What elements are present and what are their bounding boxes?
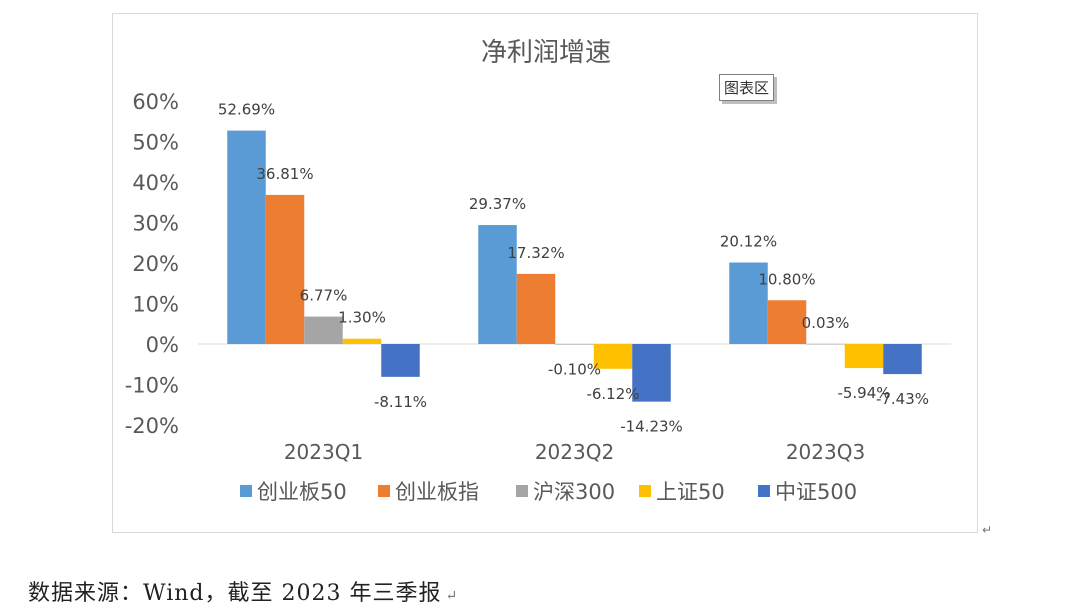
data-label: 17.32% bbox=[507, 244, 564, 262]
legend-label: 沪深300 bbox=[533, 480, 615, 504]
legend-swatch bbox=[378, 485, 390, 497]
chart-canvas: 净利润增速 60% 50% 40% 30% 20% 10% 0% -10% -20% 52.69… bbox=[125, 38, 951, 504]
data-label: -0.10% bbox=[548, 360, 601, 378]
legend-swatch bbox=[639, 485, 651, 497]
legend: 创业板50 创业板指 沪深300 上证50 中证500 bbox=[240, 480, 857, 504]
bar-series bbox=[227, 130, 922, 402]
data-label: 0.03% bbox=[802, 314, 850, 332]
bar bbox=[883, 344, 922, 375]
y-tick-label: -10% bbox=[125, 374, 179, 398]
legend-swatch bbox=[516, 485, 528, 497]
chart-title: 净利润增速 bbox=[481, 38, 611, 68]
x-axis: 2023Q1 2023Q2 2023Q3 bbox=[284, 440, 865, 464]
paragraph-mark-icon: ↵ bbox=[982, 523, 993, 537]
bar bbox=[555, 344, 594, 345]
data-label: 36.81% bbox=[256, 165, 313, 183]
y-tick-label: 20% bbox=[132, 252, 179, 276]
data-label: 20.12% bbox=[720, 233, 777, 251]
data-label: 1.30% bbox=[338, 309, 386, 327]
bar bbox=[844, 344, 884, 369]
source-caption: 数据来源：Wind，截至 2023 年三季报 ↵ bbox=[28, 575, 458, 607]
bar bbox=[227, 130, 266, 344]
data-label: 10.80% bbox=[758, 270, 815, 288]
y-tick-label: -20% bbox=[125, 414, 179, 438]
chart-area: 净利润增速 60% 50% 40% 30% 20% 10% 0% -10% -20% 52.69… bbox=[112, 13, 978, 533]
x-tick-label: 2023Q1 bbox=[284, 440, 363, 464]
legend-swatch bbox=[758, 485, 770, 497]
y-tick-label: 50% bbox=[132, 131, 179, 155]
data-label: -6.12% bbox=[586, 385, 639, 403]
legend-label: 中证500 bbox=[775, 480, 857, 504]
data-label: -7.43% bbox=[876, 390, 929, 408]
source-caption-text: 数据来源：Wind，截至 2023 年三季报 bbox=[28, 581, 442, 606]
y-axis: 60% 50% 40% 30% 20% 10% 0% -10% -20% bbox=[125, 90, 951, 438]
data-label: 6.77% bbox=[300, 287, 348, 305]
bar bbox=[265, 194, 305, 344]
bar bbox=[342, 338, 382, 344]
y-tick-label: 60% bbox=[132, 90, 179, 114]
bar bbox=[516, 273, 556, 344]
legend-label: 创业板50 bbox=[257, 480, 347, 504]
data-label: -5.94% bbox=[837, 384, 890, 402]
legend-label: 上证50 bbox=[656, 480, 725, 504]
bar bbox=[304, 316, 343, 344]
legend-label: 创业板指 bbox=[395, 480, 479, 504]
bar bbox=[381, 344, 420, 377]
x-tick-label: 2023Q3 bbox=[786, 440, 865, 464]
y-tick-label: 0% bbox=[146, 333, 179, 357]
legend-swatch bbox=[240, 485, 252, 497]
bar bbox=[806, 343, 845, 345]
paragraph-mark-icon: ↵ bbox=[445, 588, 459, 604]
y-tick-label: 30% bbox=[132, 212, 179, 236]
bar bbox=[593, 344, 633, 369]
data-label: 52.69% bbox=[218, 101, 275, 119]
data-label: -8.11% bbox=[374, 393, 427, 411]
bar bbox=[632, 344, 671, 402]
data-label: -14.23% bbox=[620, 418, 683, 436]
data-labels: 52.69% 36.81% 6.77% 1.30% -8.11% 29.37% 17.32%… bbox=[218, 101, 929, 436]
y-tick-label: 10% bbox=[132, 293, 179, 317]
bar bbox=[767, 300, 807, 344]
chart-area-tooltip: 图表区 bbox=[719, 74, 775, 101]
y-tick-label: 40% bbox=[132, 171, 179, 195]
x-tick-label: 2023Q2 bbox=[535, 440, 614, 464]
bar bbox=[729, 262, 768, 344]
data-label: 29.37% bbox=[469, 195, 526, 213]
bar bbox=[478, 225, 517, 344]
